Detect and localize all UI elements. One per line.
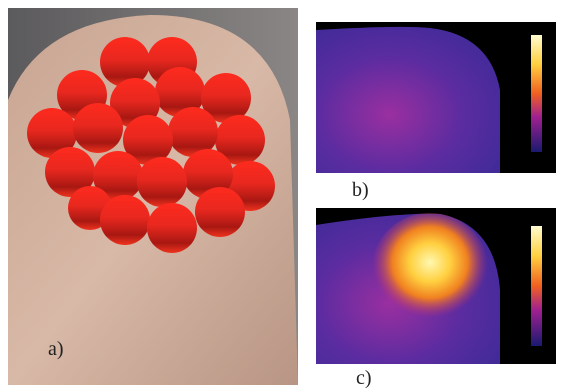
panel-label: a) (48, 338, 64, 360)
red-spot (195, 187, 245, 237)
red-spot (100, 195, 150, 245)
red-spot (215, 115, 265, 165)
red-spot (168, 107, 218, 157)
colorbar (531, 35, 542, 152)
red-spots (27, 37, 275, 253)
red-spot (201, 73, 251, 123)
panel-label: b) (352, 179, 369, 201)
red-spot (73, 103, 123, 153)
red-spot (123, 115, 173, 165)
red-spot (100, 37, 150, 87)
red-spot (45, 147, 95, 197)
red-spot (155, 67, 205, 117)
panel-b: b) (316, 22, 556, 201)
panel-label: c) (356, 367, 372, 388)
red-spot (93, 151, 143, 201)
thermal-finger (316, 26, 500, 173)
red-spot (27, 108, 77, 158)
red-spot (137, 157, 187, 207)
colorbar (531, 226, 542, 346)
panel-c: c) (316, 208, 556, 388)
red-spot (183, 149, 233, 199)
red-spot (147, 203, 197, 253)
panel-a: a) (8, 8, 298, 385)
hot-spot (372, 213, 488, 323)
